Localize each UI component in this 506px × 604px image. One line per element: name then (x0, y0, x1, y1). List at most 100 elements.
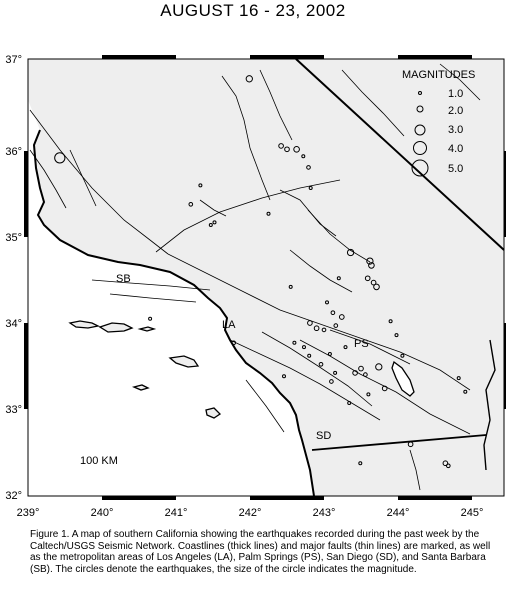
earthquake-marker (343, 345, 348, 350)
earthquake-marker (366, 257, 374, 265)
legend-item-label: 4.0 (448, 143, 463, 155)
coastline (32, 129, 315, 497)
catalina-island (168, 355, 200, 368)
legend-item-label: 1.0 (448, 88, 463, 100)
earthquake-marker (329, 379, 334, 384)
legend-item-label: 2.0 (448, 105, 463, 117)
earthquake-marker (370, 279, 377, 286)
earthquake-marker (463, 389, 468, 394)
city-label-santa-barbara: SB (116, 273, 131, 285)
earthquake-marker (198, 183, 203, 188)
earthquake-marker (288, 284, 293, 289)
ca-az-border (483, 339, 496, 471)
earthquake-marker (325, 300, 329, 305)
faults (29, 63, 481, 491)
legend-circle (411, 159, 429, 177)
earthquake-marker (375, 363, 383, 371)
earthquake-marker (366, 392, 371, 397)
earthquake-marker (358, 461, 363, 466)
lon-tick-label: 239° (17, 507, 40, 519)
earthquake-marker (400, 353, 405, 358)
earthquake-marker (301, 154, 306, 159)
mexico-border (311, 434, 487, 451)
caption-text: Figure 1. A map of southern California s… (30, 529, 491, 575)
earthquake-marker (313, 325, 320, 332)
earthquake-marker (308, 186, 313, 190)
earthquake-marker (442, 460, 449, 467)
san-clemente-island (205, 407, 222, 419)
earthquake-marker (373, 283, 380, 291)
earthquake-marker (333, 323, 339, 328)
legend-item-label: 3.0 (448, 124, 463, 136)
earthquake-marker (363, 372, 368, 377)
legend-circle (413, 141, 427, 155)
earthquake-marker (266, 211, 271, 216)
earthquake-marker (307, 353, 312, 358)
earthquake-marker (394, 333, 399, 338)
lat-tick-label: 33° (5, 404, 22, 416)
earthquake-marker (208, 223, 213, 227)
earthquake-marker (346, 248, 355, 257)
earthquake-marker (212, 220, 217, 225)
san-nicolas-island (131, 384, 150, 391)
lat-tick-label: 35° (5, 232, 22, 244)
earthquake-marker (54, 152, 66, 164)
santa-rosa-island (98, 322, 134, 333)
earthquake-marker (278, 143, 284, 149)
earthquake-marker (245, 75, 253, 83)
earthquake-marker (282, 374, 286, 379)
figure-caption: Figure 1. A map of southern California s… (30, 529, 500, 575)
earthquake-marker (336, 276, 341, 281)
earthquake-marker (338, 314, 345, 320)
legend-circle (414, 124, 426, 136)
map-title: AUGUST 16 - 23, 2002 (160, 1, 346, 20)
earthquake-marker (333, 370, 338, 375)
earthquake-marker (306, 165, 311, 170)
earthquake-marker (148, 316, 153, 321)
salton-sea (391, 360, 415, 397)
earthquake-marker (284, 146, 290, 153)
lon-tick-label: 244° (387, 507, 410, 519)
lon-tick-label: 242° (239, 507, 262, 519)
earthquake-marker (302, 345, 306, 350)
earthquake-marker (388, 319, 393, 324)
earthquake-marker (347, 401, 352, 405)
lat-tick-label: 36° (5, 146, 22, 158)
earthquakes (54, 75, 468, 469)
city-label-palm-springs: PS (354, 338, 369, 350)
earthquake-marker (368, 262, 375, 269)
city-label-los-angeles: LA (222, 319, 236, 331)
magnitude-legend: MAGNITUDES 1.0 2.0 3.0 4.0 5.0 (402, 69, 475, 177)
earthquake-marker (358, 365, 364, 372)
lon-tick-label: 245° (461, 507, 484, 519)
earthquake-marker (407, 441, 414, 448)
earthquake-marker (456, 376, 461, 381)
city-label-san-diego: SD (316, 430, 331, 442)
legend-item-label: 5.0 (448, 163, 463, 175)
ca-nv-border (295, 58, 505, 251)
earthquake-marker (330, 310, 336, 316)
lon-tick-label: 243° (313, 507, 336, 519)
anacapa-island (137, 326, 157, 332)
legend-title: MAGNITUDES (402, 69, 475, 81)
lat-tick-label: 34° (5, 318, 22, 330)
legend-circle (418, 91, 422, 95)
lat-tick-label: 37° (5, 54, 22, 66)
earthquake-marker (307, 320, 313, 326)
earthquake-marker (327, 352, 332, 356)
earthquake-marker (364, 275, 371, 282)
lat-tick-label: 32° (5, 490, 22, 502)
legend-circle (416, 105, 424, 113)
lon-tick-label: 241° (165, 507, 188, 519)
earthquake-marker (445, 463, 451, 469)
earthquake-marker (188, 201, 194, 207)
earthquake-marker (292, 340, 297, 345)
lon-tick-label: 240° (91, 507, 114, 519)
earthquake-marker (321, 327, 327, 333)
scale-label: 100 KM (80, 455, 118, 467)
ocean (28, 100, 314, 496)
seismicity-map: 239° 240° 241° 242° 243° 244° 245° 37° 3… (5, 54, 506, 519)
santa-cruz-island (68, 320, 100, 329)
frame-bars (24, 55, 506, 500)
earthquake-marker (352, 370, 358, 376)
